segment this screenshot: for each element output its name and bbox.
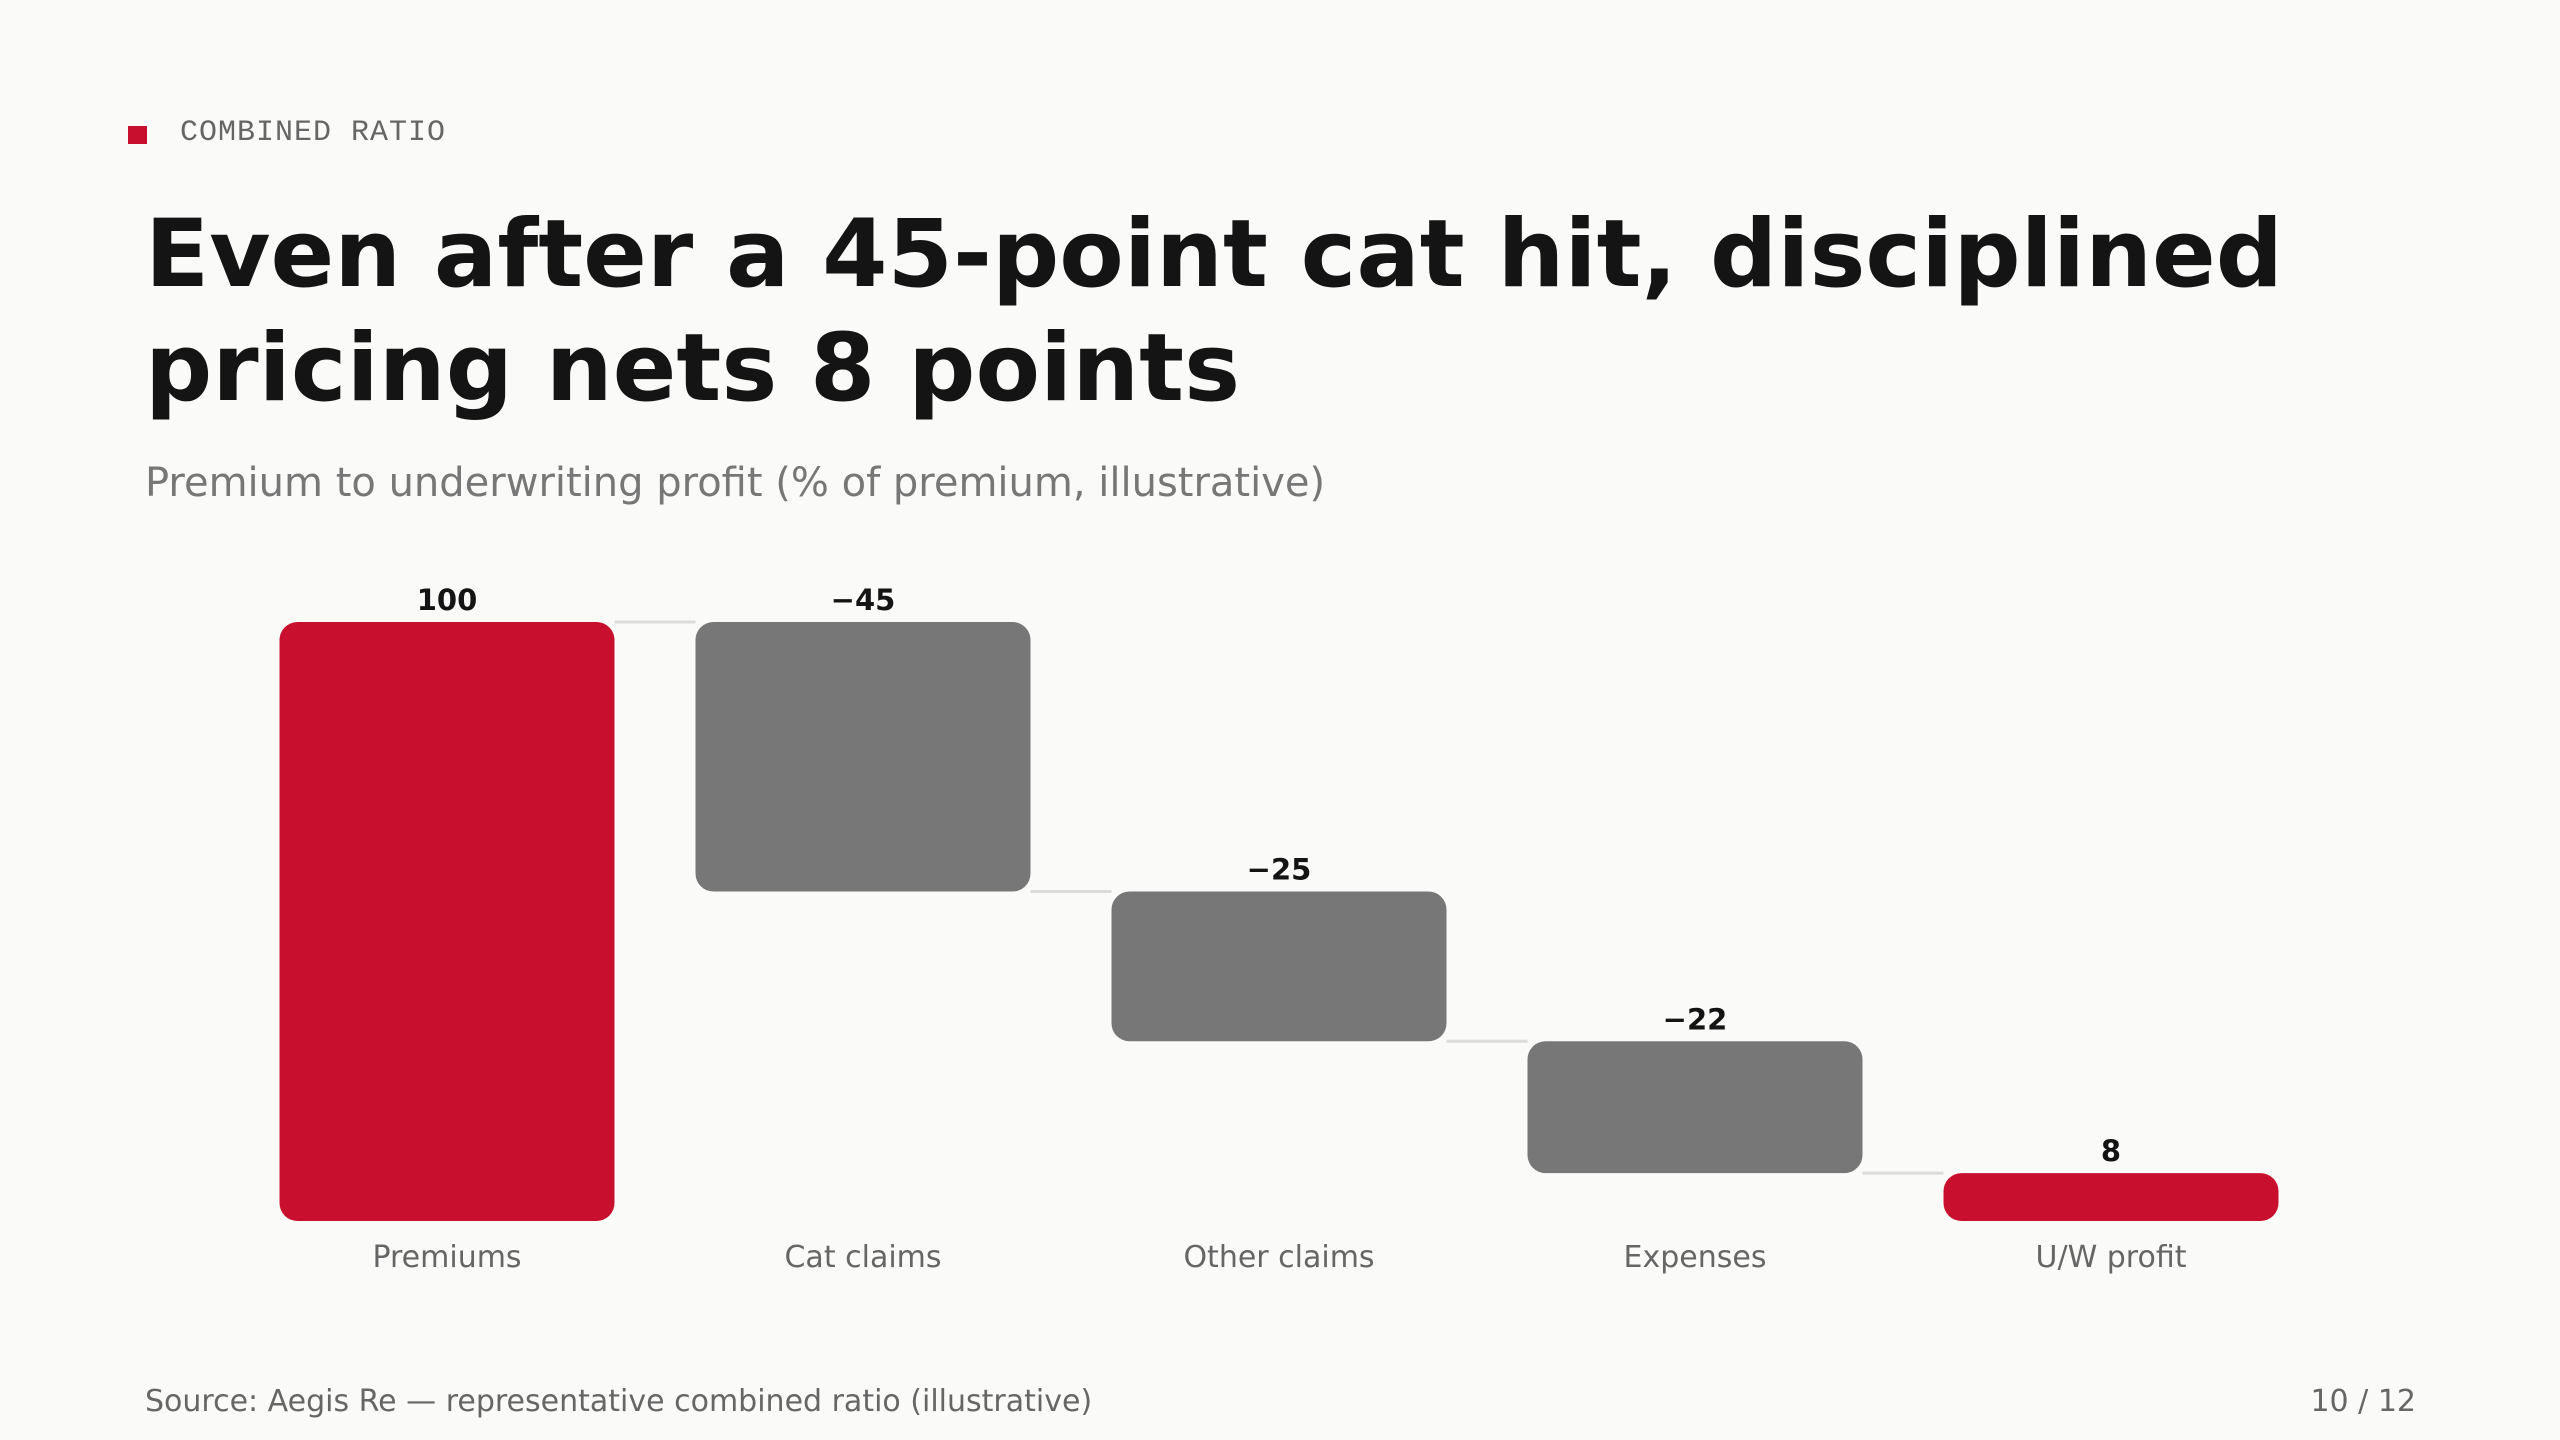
value-label: −45	[831, 583, 896, 617]
x-tick-label: U/W profit	[2036, 1240, 2187, 1275]
chart-title: Even after a 45-point cat hit, disciplin…	[145, 200, 2283, 423]
bar	[279, 622, 615, 1221]
page-number: 10 / 12	[2310, 1384, 2416, 1419]
eyebrow: COMBINED RATIO	[180, 116, 446, 150]
x-tick-label: Premiums	[372, 1240, 521, 1275]
value-label: −25	[1247, 853, 1312, 887]
x-tick-label: Cat claims	[784, 1240, 941, 1275]
bar	[1111, 891, 1447, 1042]
chart-subtitle: Premium to underwriting profit (% of pre…	[145, 460, 1325, 506]
bar	[1943, 1173, 2279, 1221]
source: Source: Aegis Re — representative combin…	[145, 1384, 1092, 1419]
x-tick-label: Other claims	[1183, 1240, 1374, 1275]
value-label: 100	[417, 583, 478, 617]
eyebrow-marker	[128, 126, 147, 144]
value-label: 8	[2101, 1134, 2121, 1168]
value-label: −22	[1663, 1002, 1728, 1036]
bar	[1527, 1041, 1863, 1174]
bar	[695, 622, 1031, 892]
x-tick-label: Expenses	[1624, 1240, 1767, 1275]
